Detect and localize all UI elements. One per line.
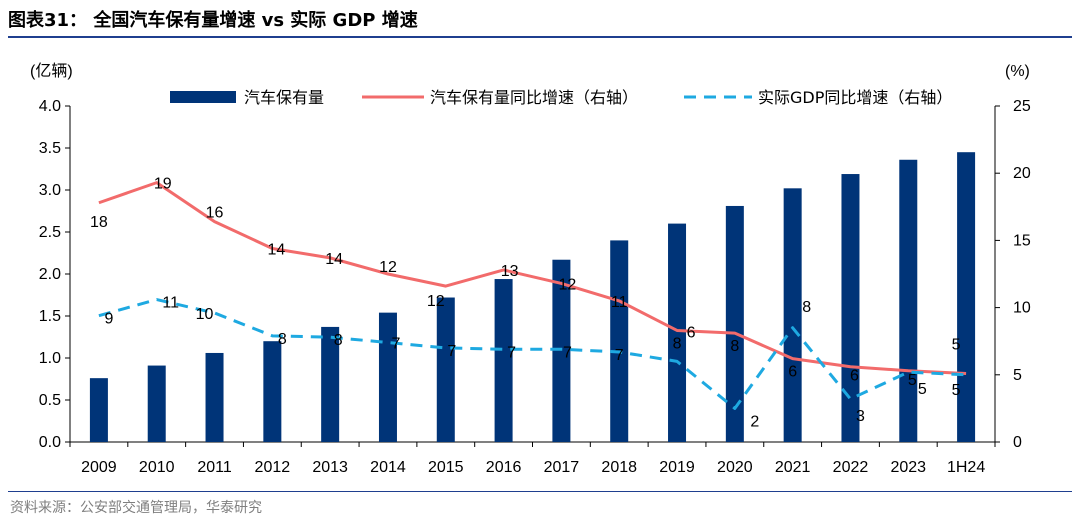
car-growth-label: 8 <box>730 338 739 355</box>
line-series <box>98 181 967 410</box>
legend-label-gdp-growth: 实际GDP同比增速（右轴） <box>758 88 952 107</box>
bar <box>89 378 108 442</box>
gdp-growth-label: 2 <box>750 413 759 430</box>
x-tick-label: 2021 <box>775 459 811 476</box>
car-growth-label: 19 <box>154 176 172 193</box>
x-tick-label: 2019 <box>659 459 695 476</box>
legend-label-bar: 汽车保有量 <box>244 88 324 107</box>
gdp-growth-label: 7 <box>392 336 401 353</box>
bar <box>436 297 455 442</box>
bar <box>725 205 744 442</box>
car-growth-label: 12 <box>379 259 397 276</box>
legend-swatch-bar <box>170 91 236 103</box>
left-tick-label: 4.0 <box>39 98 61 115</box>
x-tick-label: 2017 <box>544 459 580 476</box>
bar <box>263 341 282 442</box>
car-growth-label: 18 <box>90 214 108 231</box>
x-tick-label: 2010 <box>139 459 175 476</box>
right-tick-label: 20 <box>1013 165 1031 182</box>
x-tick-label: 2011 <box>197 459 232 476</box>
x-tick-label: 2018 <box>601 459 637 476</box>
gdp-growth-label: 7 <box>615 347 624 364</box>
x-tick-label: 2013 <box>312 459 348 476</box>
bar <box>899 159 918 442</box>
bar <box>147 365 166 442</box>
car-growth-label: 16 <box>206 205 224 222</box>
right-tick-label: 5 <box>1013 367 1022 384</box>
right-tick-label: 15 <box>1013 232 1031 249</box>
chart-axes: 0.00.51.01.52.02.53.03.54.00510152025200… <box>30 62 1031 476</box>
gdp-growth-label: 9 <box>104 311 113 328</box>
left-tick-label: 3.0 <box>39 182 61 199</box>
car-growth-label: 6 <box>850 368 859 385</box>
gdp-growth-label: 6 <box>687 324 696 341</box>
x-tick-label: 2009 <box>81 459 117 476</box>
car-growth-label: 12 <box>559 276 577 293</box>
left-tick-label: 1.5 <box>39 308 61 325</box>
bar <box>610 240 629 442</box>
car-growth-label: 11 <box>611 294 628 311</box>
legend-label-car-growth: 汽车保有量同比增速（右轴） <box>430 88 638 107</box>
x-tick-label: 2020 <box>717 459 753 476</box>
right-tick-label: 10 <box>1013 300 1031 317</box>
gdp-growth-label: 8 <box>802 299 811 316</box>
gdp-growth-label: 11 <box>162 295 179 312</box>
figure-title: 图表31： 全国汽车保有量增速 vs 实际 GDP 增速 <box>8 10 418 31</box>
bar <box>552 259 571 442</box>
car-growth-label: 14 <box>267 241 285 258</box>
bar <box>957 152 976 442</box>
legend: 汽车保有量 汽车保有量同比增速（右轴） 实际GDP同比增速（右轴） <box>170 88 952 107</box>
bar <box>494 279 513 442</box>
x-tick-label: 2016 <box>486 459 522 476</box>
car-growth-label: 14 <box>325 251 343 268</box>
bar <box>378 312 397 442</box>
gdp-growth-line <box>98 298 967 410</box>
x-tick-label: 2022 <box>833 459 869 476</box>
gdp-growth-label: 5 <box>918 381 927 398</box>
gdp-growth-label: 7 <box>507 344 516 361</box>
car-growth-label: 8 <box>673 335 682 352</box>
left-tick-label: 0.0 <box>39 434 61 451</box>
bar <box>841 174 860 443</box>
bar <box>205 352 224 442</box>
left-tick-label: 3.5 <box>39 140 61 157</box>
gdp-growth-label: 7 <box>563 344 572 361</box>
source-note: 资料来源：公安部交通管理局，华泰研究 <box>10 500 262 516</box>
x-tick-label: 2023 <box>890 459 926 476</box>
gdp-growth-label: 10 <box>196 306 214 323</box>
gdp-growth-label: 8 <box>334 332 343 349</box>
car-growth-label: 6 <box>788 364 797 381</box>
right-tick-label: 25 <box>1013 98 1031 115</box>
title-rule <box>8 36 1072 38</box>
left-tick-label: 0.5 <box>39 392 61 409</box>
left-tick-label: 2.0 <box>39 266 61 283</box>
bar-series <box>89 152 976 443</box>
left-tick-label: 1.0 <box>39 350 61 367</box>
x-tick-label: 2015 <box>428 459 464 476</box>
x-tick-label: 2012 <box>255 459 291 476</box>
gdp-growth-label: 8 <box>278 331 287 348</box>
gdp-growth-label: 3 <box>856 408 865 425</box>
gdp-growth-label: 5 <box>952 382 961 399</box>
right-axis-unit: (%) <box>1005 63 1030 80</box>
bar <box>668 223 687 442</box>
bar <box>783 188 802 442</box>
car-growth-line <box>98 181 967 375</box>
car-growth-label: 13 <box>501 263 519 280</box>
car-growth-label: 5 <box>908 372 917 389</box>
car-growth-label: 5 <box>952 336 961 353</box>
car-growth-label: 12 <box>427 293 445 310</box>
gdp-growth-label: 7 <box>447 343 456 360</box>
bottom-rule <box>8 491 1072 492</box>
x-tick-label: 1H24 <box>947 459 985 476</box>
x-tick-label: 2014 <box>370 459 406 476</box>
left-axis-unit: (亿辆) <box>30 62 73 80</box>
bar <box>321 326 340 442</box>
right-tick-label: 0 <box>1013 434 1022 451</box>
left-tick-label: 2.5 <box>39 224 61 241</box>
